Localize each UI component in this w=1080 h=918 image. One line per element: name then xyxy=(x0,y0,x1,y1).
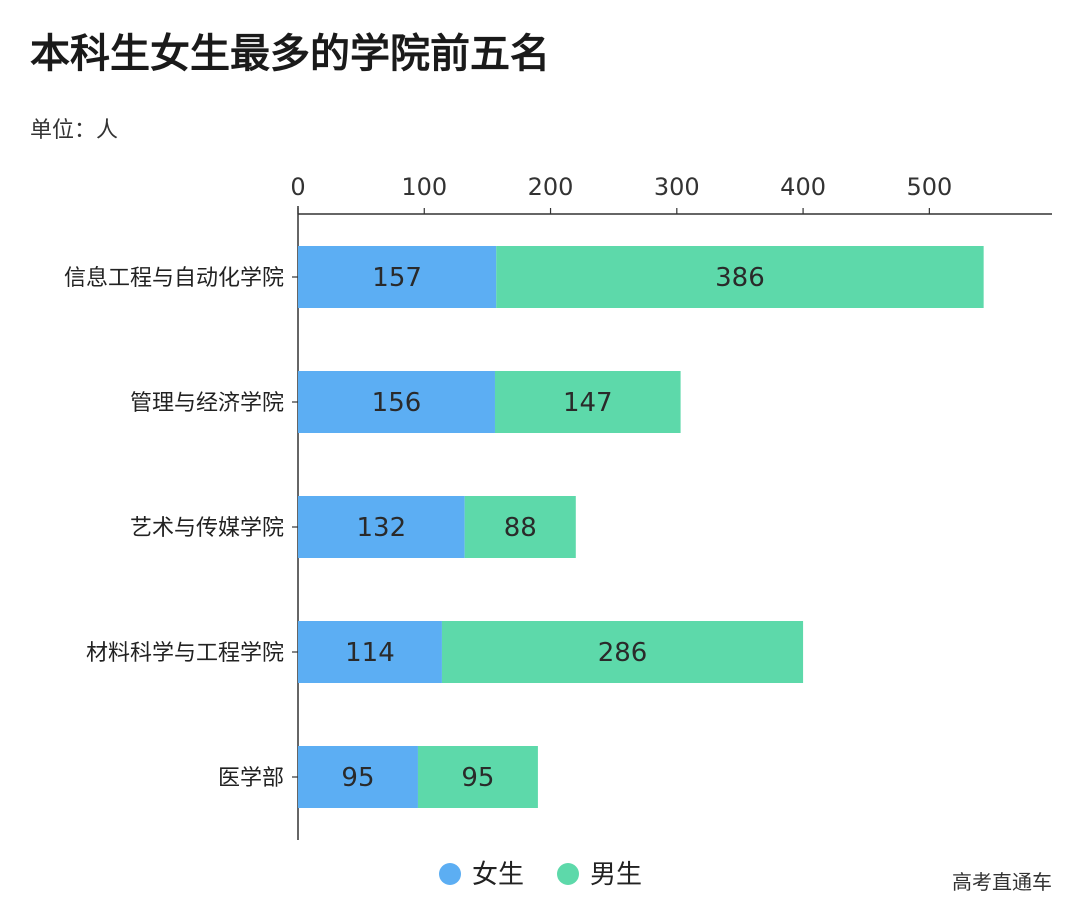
category-label: 艺术与传媒学院 xyxy=(130,516,284,541)
bar-segment xyxy=(298,371,495,433)
data-label: 156 xyxy=(372,388,422,418)
bar-segment xyxy=(298,746,418,808)
data-label: 132 xyxy=(357,513,407,543)
data-label: 286 xyxy=(598,638,648,668)
data-label: 386 xyxy=(715,263,765,293)
data-label: 88 xyxy=(504,513,537,543)
bar-segment xyxy=(417,746,538,808)
bar-segment xyxy=(298,246,497,308)
data-label: 95 xyxy=(341,763,374,793)
unit-label: 单位：人 xyxy=(30,118,119,143)
category-label: 管理与经济学院 xyxy=(130,391,284,416)
bar-segment xyxy=(298,496,465,558)
legend-label: 男生 xyxy=(590,860,642,890)
x-tick-label: 0 xyxy=(290,173,305,201)
data-label: 157 xyxy=(372,263,422,293)
bar-segment xyxy=(441,621,804,683)
bar-segment xyxy=(464,496,576,558)
data-label: 147 xyxy=(563,388,613,418)
legend-label: 女生 xyxy=(472,860,524,890)
x-tick-label: 100 xyxy=(401,173,447,201)
data-label: 95 xyxy=(461,763,494,793)
bar-segment xyxy=(494,371,681,433)
category-label: 医学部 xyxy=(218,766,284,791)
legend-swatch xyxy=(439,863,461,885)
category-label: 材料科学与工程学院 xyxy=(86,641,284,666)
watermark: 高考直通车 xyxy=(952,870,1052,894)
x-tick-label: 300 xyxy=(654,173,700,201)
category-label: 信息工程与自动化学院 xyxy=(64,266,284,291)
x-tick-label: 400 xyxy=(780,173,826,201)
x-tick-label: 500 xyxy=(906,173,952,201)
chart-title: 本科生女生最多的学院前五名 xyxy=(30,31,550,77)
legend-swatch xyxy=(557,863,579,885)
bar-segment xyxy=(298,621,442,683)
x-tick-label: 200 xyxy=(528,173,574,201)
data-label: 114 xyxy=(345,638,395,668)
bar-segment xyxy=(496,246,984,308)
